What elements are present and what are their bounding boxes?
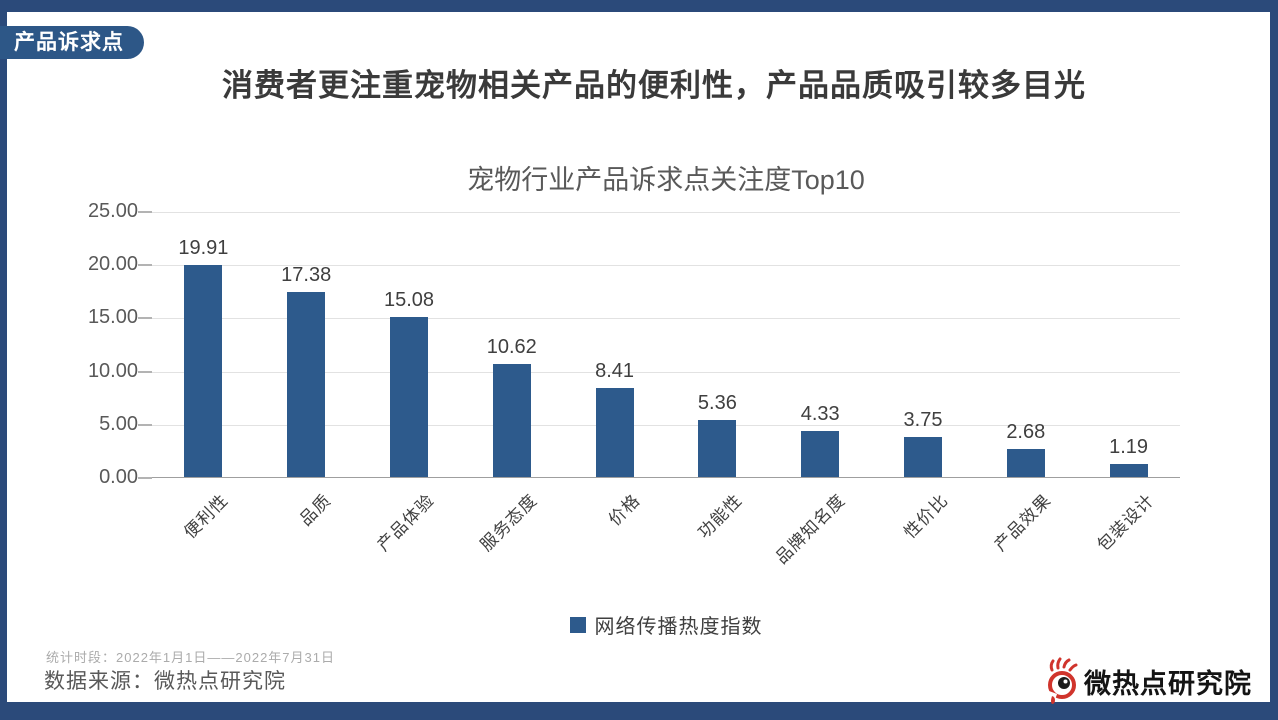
x-label-slot: 价格 [563,479,666,597]
x-label-slot: 产品体验 [358,479,461,597]
bar [903,437,942,477]
bar-slot: 3.75 [872,212,975,477]
bar-value-label: 4.33 [800,402,840,425]
frame-top-border [0,0,1278,12]
x-label-slot: 性价比 [872,479,975,597]
weibo-eye-icon [1044,657,1078,704]
x-label-slot: 服务态度 [460,479,563,597]
bar-value-label: 10.62 [486,336,537,359]
bar-value-label: 17.38 [281,264,332,287]
bar-slot: 5.36 [666,212,769,477]
x-axis-label: 便利性 [180,490,233,543]
bar [595,387,634,477]
bar [184,265,223,477]
gridline [152,424,1180,426]
bar [801,430,840,477]
legend-swatch-icon [569,616,586,633]
frame-bottom-border [0,702,1278,720]
x-label-slot: 功能性 [666,479,769,597]
bar-slot: 15.08 [358,212,461,477]
gridline [152,371,1180,373]
bar-slot: 10.62 [460,212,563,477]
x-axis-label: 功能性 [694,490,747,543]
bar-slot: 8.41 [563,212,666,477]
stats-period-note: 统计时段：2022年1月1日——2022年7月31日 [46,650,335,665]
x-axis-label: 产品体验 [373,490,438,555]
x-label-slot: 产品效果 [974,479,1077,597]
y-axis-tick [138,317,152,320]
y-axis-tick [138,211,152,213]
bar-slot: 17.38 [255,212,358,477]
frame-left-border [0,0,7,720]
y-axis-tick [138,423,152,426]
plot-area: 25.00 20.00 15.00 10.00 5.00 0.00 19.91 17.38 15… [88,200,1180,488]
x-axis-label: 服务态度 [476,490,541,555]
y-axis-tick-label: 20.00 [87,253,138,276]
bar-value-label: 5.36 [697,391,737,414]
bar-value-label: 8.41 [595,359,635,382]
y-axis-tick [138,370,152,373]
y-axis-tick [138,477,152,479]
bar-slot: 2.68 [974,212,1077,477]
data-source-note: 数据来源：微热点研究院 [44,670,286,693]
x-axis-label: 价格 [604,490,644,530]
bar [492,364,531,477]
bar [1006,448,1045,477]
bar [698,419,737,477]
bar-value-label: 19.91 [178,237,229,260]
x-axis-label: 包装设计 [1093,490,1158,555]
y-axis-tick-label: 25.00 [87,200,138,222]
x-label-slot: 品牌知名度 [769,479,872,597]
x-axis-label: 品牌知名度 [772,490,850,568]
bar-slot: 4.33 [769,212,872,477]
bar-value-label: 15.08 [383,288,435,311]
chart-title: 宠物行业产品诉求点关注度Top10 [467,165,865,195]
x-label-slot: 包装设计 [1077,479,1180,597]
x-axis-labels: 便利性 品质 产品体验 服务态度 价格 功能性 品牌知名度 性价比 产品效果 包装设计 [152,479,1180,597]
bar-slot: 19.91 [152,212,255,477]
brand-logo: 微热点研究院 [1042,656,1252,706]
bar-value-label: 3.75 [903,409,943,432]
y-axis-tick [138,264,152,267]
y-axis-tick-label: 0.00 [99,466,138,488]
y-axis-tick-label: 5.00 [99,412,138,435]
x-label-slot: 品质 [255,479,358,597]
bar-value-label: 2.68 [1006,420,1046,443]
bar [287,292,326,477]
brand-logo-text: 微热点研究院 [1084,668,1252,699]
y-axis-tick-label: 15.00 [87,306,138,329]
legend: 网络传播热度指数 [152,610,1180,639]
x-axis-label: 产品效果 [990,490,1055,555]
y-axis-tick-label: 10.00 [87,359,138,382]
x-label-slot: 便利性 [152,479,255,597]
bar-slot: 1.19 [1077,212,1180,477]
frame-right-border [1270,0,1278,720]
section-badge: 产品诉求点 [0,26,144,59]
x-axis-label: 性价比 [900,490,952,543]
gridline [152,265,1180,267]
x-axis-label: 品质 [296,490,336,530]
gridline [152,318,1180,320]
gridline [152,212,1180,213]
bar [1109,464,1148,477]
bar-value-label: 1.19 [1109,436,1149,459]
legend-label: 网络传播热度指数 [594,616,763,638]
bar [389,316,428,477]
page-title: 消费者更注重宠物相关产品的便利性，产品品质吸引较多目光 [222,68,1086,103]
